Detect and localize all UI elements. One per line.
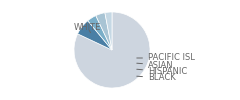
- Text: ASIAN: ASIAN: [137, 60, 174, 70]
- Text: PACIFIC ISL: PACIFIC ISL: [137, 54, 195, 62]
- Wedge shape: [88, 16, 112, 50]
- Wedge shape: [78, 21, 112, 50]
- Wedge shape: [96, 13, 112, 50]
- Text: HISPANIC: HISPANIC: [137, 68, 187, 76]
- Text: BLACK: BLACK: [137, 74, 176, 82]
- Wedge shape: [105, 12, 112, 50]
- Wedge shape: [74, 12, 150, 88]
- Text: WHITE: WHITE: [74, 24, 101, 33]
